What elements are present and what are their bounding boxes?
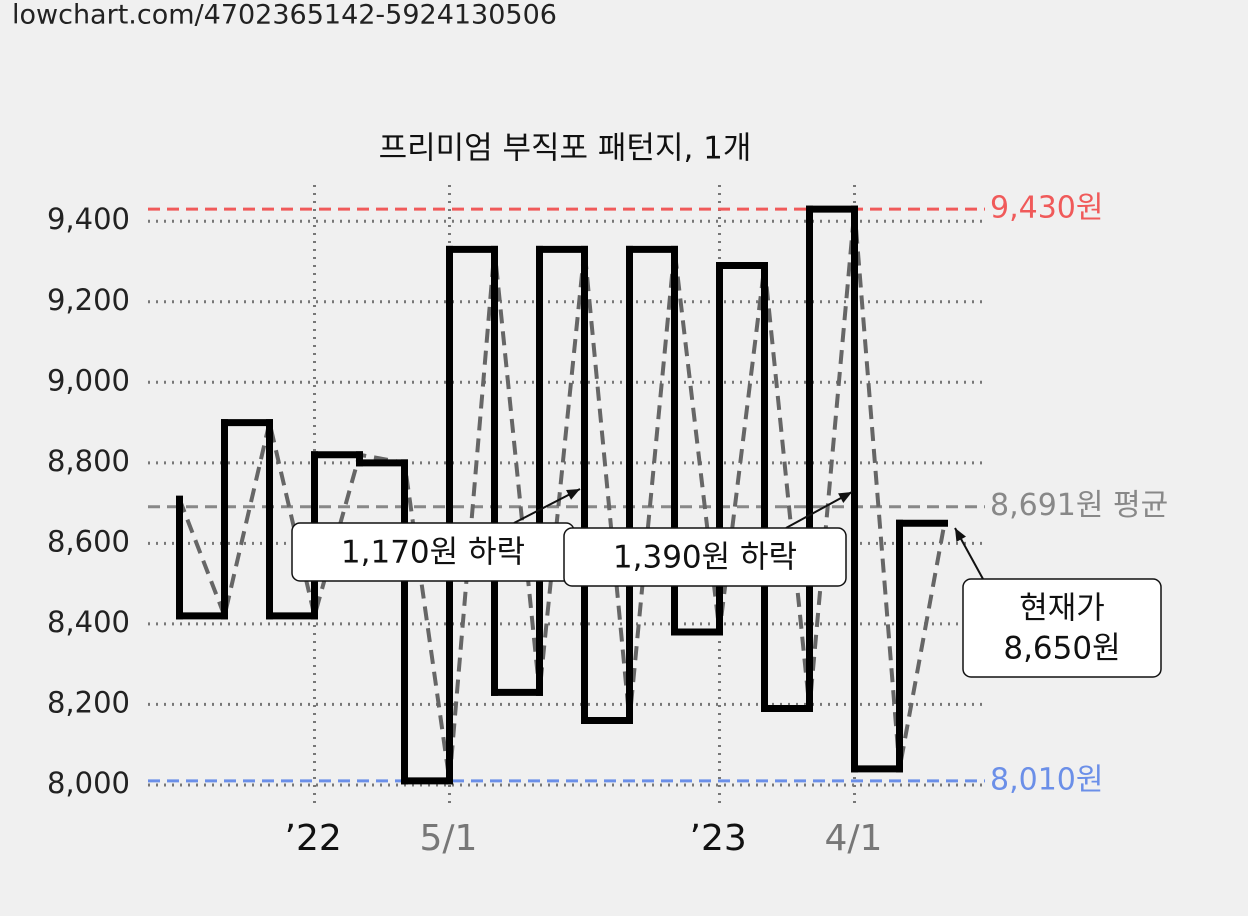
y-tick-label: 9,200 [47,283,130,317]
annotation-box [962,578,1162,678]
y-tick-label: 9,400 [47,202,130,236]
annotation-text: 8,650원 [1003,631,1120,667]
reference-label: 9,430원 [990,191,1103,226]
y-tick-label: 8,600 [47,524,130,558]
annotation-box [563,527,847,587]
y-tick-label: 8,400 [47,605,130,639]
y-tick-label: 9,000 [47,363,130,397]
x-tick-label: ’23 [690,818,747,859]
y-tick-label: 8,000 [47,766,130,800]
trend-line [177,208,947,782]
arrow-head [566,489,580,500]
url: lowchart.com/4702365142-5924130506 [12,0,557,31]
reference-label: 8,691원 평균 [990,488,1168,523]
x-tick-label: 4/1 [825,818,883,859]
arrow-head [838,492,852,503]
arrow-head [955,528,966,542]
y-tick-label: 8,200 [47,685,130,719]
y-tick-label: 8,800 [47,444,130,478]
annotation-text: 1,170원 하락 [341,535,525,571]
annotation-text: 1,390원 하락 [613,540,797,576]
annotation-text: 현재가 [1019,591,1105,627]
reference-label: 8,010원 [990,762,1103,797]
x-tick-label: ’22 [285,818,342,859]
x-tick-label: 5/1 [420,818,478,859]
chart-title: 프리미엄 부직포 패턴지, 1개 [379,131,752,167]
